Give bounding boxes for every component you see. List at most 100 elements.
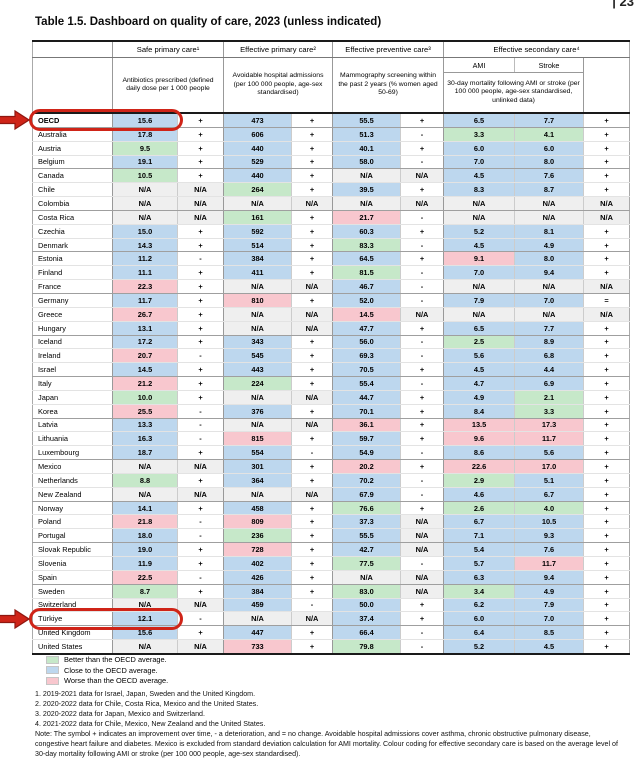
data-cell: 51.3 [332, 127, 402, 142]
na-cell: N/A [223, 390, 292, 405]
data-cell: - [400, 335, 445, 350]
data-cell: 264 [223, 182, 292, 198]
legend-label: Close to the OECD average. [64, 665, 158, 675]
data-cell: + [583, 141, 630, 156]
data-cell: + [177, 335, 224, 350]
na-cell: N/A [443, 307, 516, 322]
data-cell: 15.6 [112, 625, 178, 641]
data-cell: 3.3 [443, 127, 516, 142]
table-row: Czechia 15.0 +592 +60.3 +5.2 8.1 + [32, 224, 630, 239]
data-cell: 2.1 [514, 390, 585, 405]
data-cell: 5.4 [443, 542, 516, 557]
na-cell: N/A [291, 307, 334, 322]
table-row: Korea 25.5-376 +70.1 +8.4 3.3 + [32, 404, 630, 419]
data-cell: 81.5 [332, 265, 402, 281]
data-cell: 7.9 [443, 293, 516, 308]
data-cell: 13.1 [112, 321, 178, 336]
data-cell: 25.5 [112, 404, 178, 419]
data-cell: 8.1 [514, 224, 585, 239]
data-cell: 6.4 [443, 625, 516, 641]
data-cell: - [400, 127, 445, 142]
data-cell: + [291, 155, 334, 170]
data-cell: + [583, 238, 630, 253]
data-cell: 55.5 [332, 113, 402, 128]
data-cell: 161 [223, 210, 292, 225]
data-cell: - [400, 556, 445, 571]
table-row: Germany 11.7 +810 +52.0-7.9 7.0 = [32, 293, 630, 308]
column-group-effective-secondary-care: Effective secondary care⁴ [443, 41, 630, 58]
data-cell: 55.4 [332, 376, 402, 391]
data-cell: - [400, 625, 445, 641]
data-cell: 59.7 [332, 431, 402, 447]
data-cell: 4.1 [514, 127, 585, 142]
data-cell: 77.5 [332, 556, 402, 571]
data-cell: 8.6 [443, 445, 516, 461]
country-label: Chile [32, 182, 113, 198]
na-cell: N/A [443, 210, 516, 225]
data-cell: 815 [223, 431, 292, 447]
data-cell: + [583, 155, 630, 170]
data-cell: + [583, 625, 630, 641]
data-cell: 7.9 [514, 598, 585, 613]
data-cell: 37.4 [332, 611, 402, 627]
table-row: Chile N/A N/A 264 +39.5 +8.3 8.7 + [32, 182, 630, 198]
data-cell: + [583, 348, 630, 364]
data-cell: 376 [223, 404, 292, 419]
data-cell: - [177, 251, 224, 267]
data-cell: 809 [223, 514, 292, 530]
data-cell: - [400, 473, 445, 488]
data-cell: - [400, 210, 445, 225]
data-cell: + [400, 459, 445, 474]
data-cell: - [400, 293, 445, 308]
data-cell: 21.8 [112, 514, 178, 530]
data-cell: 19.1 [112, 155, 178, 170]
country-label: Norway [32, 501, 113, 516]
na-cell: N/A [177, 639, 224, 654]
na-cell: N/A [583, 307, 630, 322]
data-cell: 402 [223, 556, 292, 571]
data-cell: 592 [223, 224, 292, 239]
na-cell: N/A [400, 514, 445, 530]
data-cell: + [400, 182, 445, 198]
na-cell: N/A [177, 182, 224, 198]
data-cell: + [291, 168, 334, 184]
dashboard-table-container: Safe primary care¹ Effective primary car… [32, 40, 631, 655]
subheader-avoidable-admissions: Avoidable hospital admissions (per 100 0… [223, 57, 334, 113]
data-cell: 64.5 [332, 251, 402, 267]
table-row: Belgium 19.1 +529 +58.0-7.0 8.0 + [32, 155, 630, 170]
data-cell: + [400, 321, 445, 336]
legend-label: Worse than the OECD average. [64, 676, 169, 686]
data-cell: + [291, 514, 334, 530]
data-cell: 14.5 [112, 362, 178, 378]
na-cell: N/A [112, 487, 178, 502]
na-cell: N/A [443, 196, 516, 211]
data-cell: 4.9 [514, 584, 585, 599]
data-cell: + [400, 431, 445, 447]
data-cell: + [177, 293, 224, 308]
data-cell: 2.6 [443, 501, 516, 516]
na-cell: N/A [583, 196, 630, 211]
data-cell: + [583, 251, 630, 267]
data-cell: 7.6 [514, 168, 585, 184]
na-cell: N/A [332, 196, 402, 211]
country-label: Costa Rica [32, 210, 113, 225]
data-cell: + [291, 141, 334, 156]
country-label: Netherlands [32, 473, 113, 488]
data-cell: + [177, 625, 224, 641]
data-cell: - [400, 279, 445, 294]
data-cell: 11.1 [112, 265, 178, 281]
country-label: Korea [32, 404, 113, 419]
data-cell: + [583, 418, 630, 433]
table-row: Australia 17.8 +606 +51.3-3.3 4.1 + [32, 127, 630, 142]
data-cell: 69.3 [332, 348, 402, 364]
data-cell: - [177, 570, 224, 585]
data-cell: 12.1 [112, 611, 178, 627]
table-row: Israel 14.5 +443 +70.5 +4.5 4.4 + [32, 362, 630, 378]
na-cell: N/A [177, 196, 224, 211]
data-cell: 2.9 [443, 473, 516, 488]
data-cell: + [291, 556, 334, 571]
data-cell: 42.7 [332, 542, 402, 557]
data-cell: + [583, 445, 630, 461]
country-label: Colombia [32, 196, 113, 211]
data-cell: - [400, 639, 445, 654]
